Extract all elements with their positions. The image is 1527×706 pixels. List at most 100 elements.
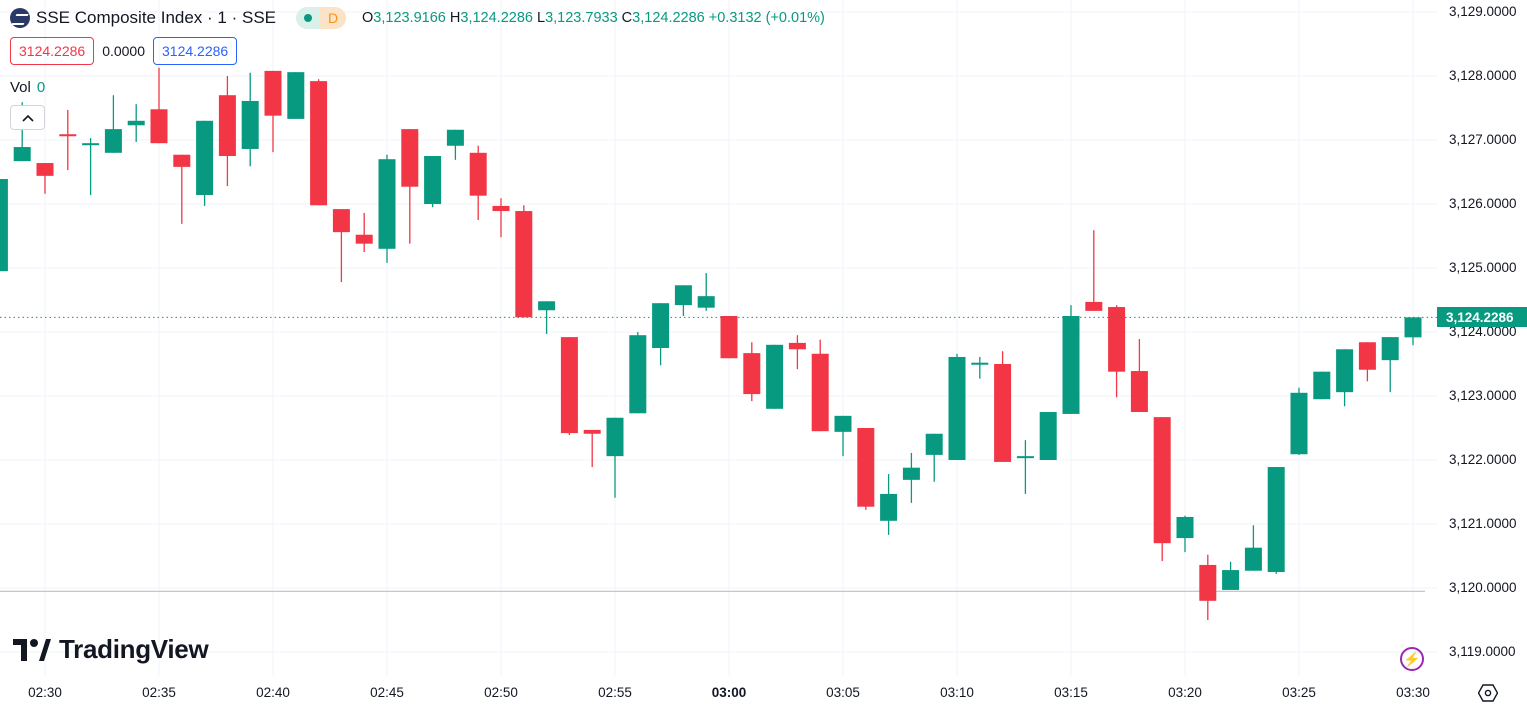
candle-body [1153,417,1171,544]
volume-legend: Vol 0 [10,79,45,96]
candle-body [1062,316,1080,414]
candle-body [469,152,487,196]
candle-body [1108,307,1126,372]
candle-0232 [82,138,100,196]
candle-0242 [310,79,328,206]
candle-body [1313,371,1331,400]
collapse-legend-button[interactable] [10,105,45,130]
candle-body [1222,570,1240,590]
settings-hexagon-icon[interactable] [1478,683,1498,703]
candle-0302 [766,344,784,409]
candle-0309 [925,433,943,482]
candle-0240 [264,70,282,153]
candle-0252 [538,301,556,334]
candle-body [971,362,989,365]
candle-0233 [104,95,122,153]
open-label: O [362,10,374,26]
open-value: 3,123.9166 [373,10,446,26]
y-tick-label: 3,128.0000 [1449,68,1517,83]
grid [0,0,1437,676]
candle-0308 [902,452,920,503]
candle-body [241,100,259,149]
exchange-logo-icon [10,8,30,28]
candle-body [1381,337,1399,361]
candle-0315 [1062,305,1080,414]
candles [0,67,1422,620]
candle-body [1404,317,1422,338]
candle-0304 [811,339,829,432]
close-value: 3,124.2286 [632,10,705,26]
x-tick-label: 02:30 [28,685,62,700]
y-tick-label: 3,123.0000 [1449,388,1517,403]
buy-button[interactable]: 3124.2286 [153,37,238,65]
x-tick-label: 03:10 [940,685,974,700]
candle-body [104,129,122,153]
candle-body [173,154,191,167]
candle-0254 [583,429,601,468]
candle-0303 [788,335,806,370]
candle-body [1290,392,1308,455]
candle-0325 [1290,387,1308,455]
candle-0318 [1130,339,1148,412]
candle-0248 [446,129,464,160]
chevron-up-icon [21,114,34,122]
x-tick-label: 02:50 [484,685,518,700]
lightning-icon[interactable]: ⚡ [1400,647,1424,671]
candle-0321 [1199,554,1217,620]
tradingview-logo[interactable]: TradingView [13,634,209,665]
candle-0330 [1404,317,1422,346]
candle-body [287,72,305,119]
y-tick-label: 3,127.0000 [1449,132,1517,147]
candle-body [310,81,328,206]
candle-0258 [674,285,692,316]
candle-body [515,211,533,318]
candle-body [766,344,784,409]
low-value: 3,123.7933 [545,10,618,26]
candle-0259 [697,273,715,311]
candle-0326 [1313,371,1331,400]
candle-0301 [743,342,761,402]
candle-0313 [1016,440,1034,494]
candle-0300 [720,316,738,359]
candle-0314 [1039,412,1057,460]
high-value: 3,124.2286 [460,10,533,26]
candle-0234 [127,104,145,142]
x-tick-label: 02:35 [142,685,176,700]
candle-0322 [1222,561,1240,590]
candle-0306 [857,428,875,510]
candle-0320 [1176,515,1194,553]
market-status-badge[interactable]: D [296,7,346,29]
candle-body [1358,342,1376,370]
high-label: H [449,10,461,26]
y-tick-label: 3,120.0000 [1449,580,1517,595]
y-tick-label: 3,125.0000 [1449,260,1517,275]
candle-0255 [606,417,624,498]
candle-body [880,493,898,521]
candle-body [13,147,31,162]
x-tick-label: 02:40 [256,685,290,700]
volume-value: 0 [36,79,46,96]
candle-body [925,433,943,455]
candle-body [1199,564,1217,601]
candle-0256 [629,332,647,414]
candle-body [697,296,715,308]
candle-0319 [1153,417,1171,562]
current-price-tag: 3,124.2286 [1437,307,1527,327]
x-tick-label: 03:00 [711,685,747,700]
candle-body [127,120,145,126]
candle-0250 [492,198,510,238]
change-value: +0.3132 (+0.01%) [708,10,825,26]
symbol-title[interactable]: SSE Composite Index · 1 · SSE [36,8,276,27]
candle-0323 [1244,525,1262,571]
candle-0329 [1381,337,1399,393]
candle-body [1244,547,1262,571]
candle-0244 [355,212,373,252]
tradingview-logo-icon [13,638,51,661]
candle-body [36,163,54,176]
candle-body [1130,371,1148,412]
logo-text: TradingView [59,634,209,664]
sell-button[interactable]: 3124.2286 [10,37,95,65]
x-tick-label: 03:05 [826,685,860,700]
x-tick-label: 02:45 [370,685,404,700]
